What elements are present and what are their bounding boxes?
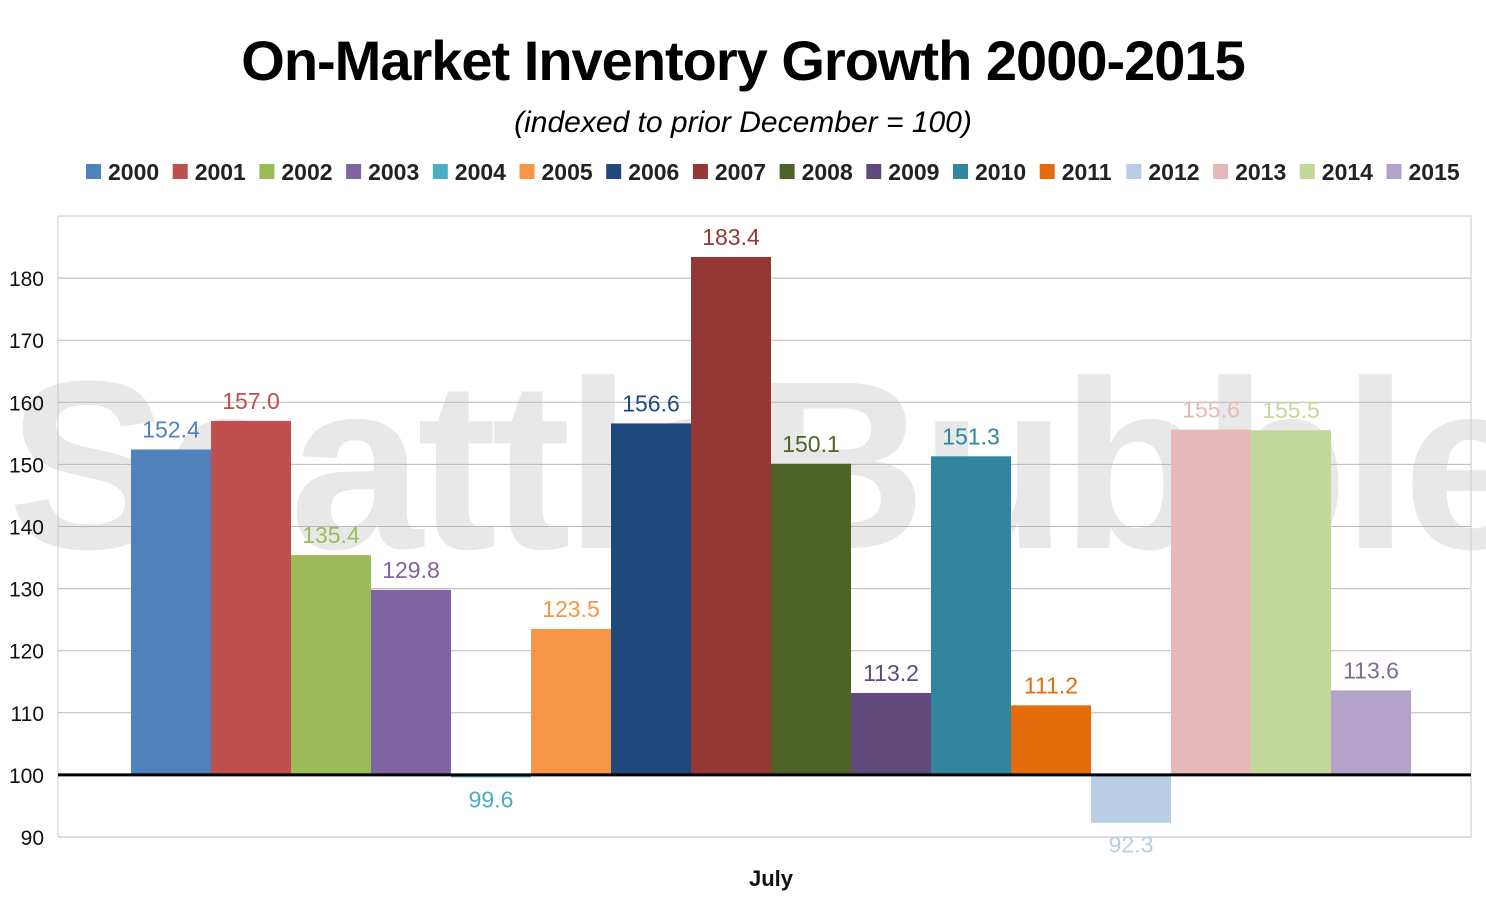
data-label-2000: 152.4 (142, 416, 200, 442)
y-tick-label: 110 (11, 703, 44, 726)
data-label-2014: 155.5 (1262, 397, 1320, 423)
legend-label: 2006 (628, 159, 679, 185)
legend-swatch (172, 164, 188, 179)
y-tick-label: 180 (9, 268, 44, 291)
data-label-2006: 156.6 (622, 390, 680, 416)
y-tick-label: 140 (9, 517, 44, 540)
y-tick-label: 120 (9, 641, 44, 664)
legend-label: 2005 (542, 159, 593, 185)
legend-item-2014[interactable]: 2014 (1299, 159, 1373, 185)
bar-2006[interactable] (611, 423, 691, 775)
data-label-2010: 151.3 (942, 423, 1000, 449)
legend-label: 2014 (1322, 159, 1373, 185)
y-tick-label: 170 (9, 330, 44, 353)
legend-label: 2008 (802, 159, 853, 185)
legend-swatch (1299, 164, 1315, 179)
legend-swatch (1126, 164, 1142, 179)
data-label-2015: 113.6 (1343, 657, 1399, 683)
data-label-2004: 99.6 (469, 786, 514, 812)
x-category-label: July (749, 866, 794, 891)
data-label-2005: 123.5 (542, 596, 600, 622)
chart-title: On-Market Inventory Growth 2000-2015 (241, 29, 1244, 92)
legend-swatch (346, 164, 362, 179)
y-tick-label: 130 (9, 579, 44, 602)
legend-swatch (606, 164, 622, 179)
bar-2009[interactable] (851, 692, 931, 775)
data-label-2013: 155.6 (1182, 397, 1240, 423)
legend-item-2015[interactable]: 2015 (1386, 159, 1460, 185)
legend-item-2001[interactable]: 2001 (172, 159, 246, 185)
y-tick-label: 160 (9, 392, 44, 415)
legend-label: 2001 (195, 159, 246, 185)
bar-2005[interactable] (531, 628, 611, 775)
legend-item-2009[interactable]: 2009 (866, 159, 939, 185)
data-label-2008: 150.1 (782, 431, 840, 457)
legend-label: 2007 (715, 159, 766, 185)
data-label-2011: 111.2 (1024, 672, 1078, 698)
data-label-2007: 183.4 (702, 224, 760, 250)
legend-item-2008[interactable]: 2008 (779, 159, 853, 185)
legend-item-2007[interactable]: 2007 (692, 159, 766, 185)
data-label-2001: 157.0 (222, 388, 280, 414)
y-tick-label: 100 (9, 765, 44, 788)
legend-item-2003[interactable]: 2003 (346, 159, 419, 185)
bar-2015[interactable] (1331, 690, 1411, 775)
legend-item-2005[interactable]: 2005 (519, 159, 593, 185)
bar-2000[interactable] (131, 449, 211, 775)
legend[interactable]: 2000 2001 2002 2003 2004 2005 2006 2007 2008 2009… (86, 159, 1460, 185)
legend-swatch (1213, 164, 1229, 179)
legend-item-2011[interactable]: 2011 (1039, 159, 1112, 185)
data-label-2002: 135.4 (302, 522, 360, 548)
legend-label: 2000 (108, 159, 159, 185)
legend-label: 2003 (368, 159, 419, 185)
legend-label: 2004 (455, 159, 506, 185)
chart-subtitle: (indexed to prior December = 100) (514, 106, 972, 139)
y-tick-label: 150 (9, 454, 44, 477)
bars (131, 256, 1411, 823)
legend-swatch (692, 164, 708, 179)
legend-label: 2010 (975, 159, 1026, 185)
legend-swatch (1039, 164, 1055, 179)
bar-2002[interactable] (291, 555, 371, 775)
y-axis: 90 100 110 120 130 140 150 160 170 180 (9, 268, 44, 850)
bar-2008[interactable] (771, 463, 851, 775)
y-tick-label: 90 (21, 827, 44, 850)
bar-2012[interactable] (1091, 774, 1171, 823)
bar-2007[interactable] (691, 256, 771, 775)
legend-swatch (86, 164, 101, 179)
bar-2014[interactable] (1251, 430, 1331, 775)
bar-2013[interactable] (1171, 429, 1251, 775)
legend-swatch (259, 164, 275, 179)
legend-label: 2013 (1235, 159, 1286, 185)
legend-label: 2002 (281, 159, 332, 185)
bar-2001[interactable] (211, 420, 291, 775)
data-label-2012: 92.3 (1109, 832, 1154, 858)
legend-swatch (866, 164, 882, 179)
legend-item-2013[interactable]: 2013 (1213, 159, 1286, 185)
legend-item-2004[interactable]: 2004 (432, 159, 506, 185)
legend-label: 2012 (1148, 159, 1199, 185)
legend-item-2006[interactable]: 2006 (606, 159, 679, 185)
legend-swatch (519, 164, 535, 179)
legend-swatch (432, 164, 448, 179)
legend-item-2010[interactable]: 2010 (953, 159, 1026, 185)
legend-item-2000[interactable]: 2000 (86, 159, 159, 185)
legend-swatch (1386, 164, 1402, 179)
data-label-2009: 113.2 (863, 660, 919, 686)
bar-2011[interactable] (1011, 705, 1091, 775)
data-label-2003: 129.8 (382, 557, 440, 583)
legend-label: 2015 (1409, 159, 1460, 185)
legend-label: 2009 (888, 159, 939, 185)
data-labels: 152.4 157.0 135.4 129.8 99.6 123.5 156.6 183.4 1… (142, 224, 1399, 858)
bar-2003[interactable] (371, 589, 451, 775)
legend-label: 2011 (1062, 159, 1112, 185)
legend-item-2012[interactable]: 2012 (1126, 159, 1200, 185)
legend-item-2002[interactable]: 2002 (259, 159, 333, 185)
legend-swatch (953, 164, 968, 179)
legend-swatch (779, 164, 795, 179)
bar-2010[interactable] (931, 456, 1011, 775)
